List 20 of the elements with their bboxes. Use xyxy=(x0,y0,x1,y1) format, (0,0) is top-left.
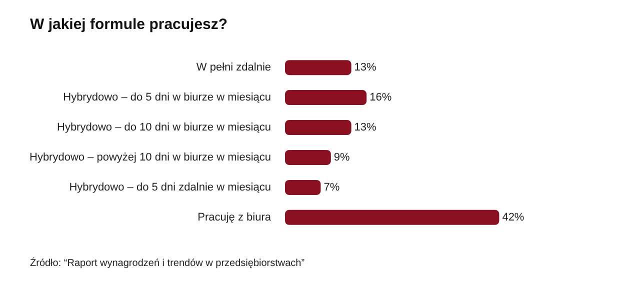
y-tick-label: Hybrydowo – do 10 dni w biurze w miesiącu xyxy=(57,122,271,134)
text: W jakiej formule pracujesz? xyxy=(30,16,228,33)
data-label: 7% xyxy=(324,181,340,194)
y-tick-label: Pracuję z biura xyxy=(198,211,272,224)
bar xyxy=(285,150,331,165)
y-tick-label: W pełni zdalnie xyxy=(196,62,271,74)
bar xyxy=(285,60,352,76)
bar xyxy=(285,180,321,195)
bar xyxy=(285,210,500,225)
text: Źródło: “Raport wynagrodzeń i trendów w przedsiębiorstwach” xyxy=(30,258,305,269)
data-label: 13% xyxy=(354,122,377,134)
bar xyxy=(285,90,367,106)
y-tick-label: Hybrydowo – do 5 dni zdalnie w miesiącu xyxy=(69,181,271,194)
data-label: 13% xyxy=(354,62,377,74)
y-tick-label: Hybrydowo – do 5 dni w biurze w miesiącu xyxy=(63,92,271,104)
data-label: 9% xyxy=(334,152,350,164)
bar xyxy=(285,120,352,136)
data-label: 16% xyxy=(370,92,392,104)
data-label: 42% xyxy=(502,211,524,224)
y-tick-label: Hybrydowo – powyżej 10 dni w biurze w miesiącu xyxy=(30,152,271,164)
